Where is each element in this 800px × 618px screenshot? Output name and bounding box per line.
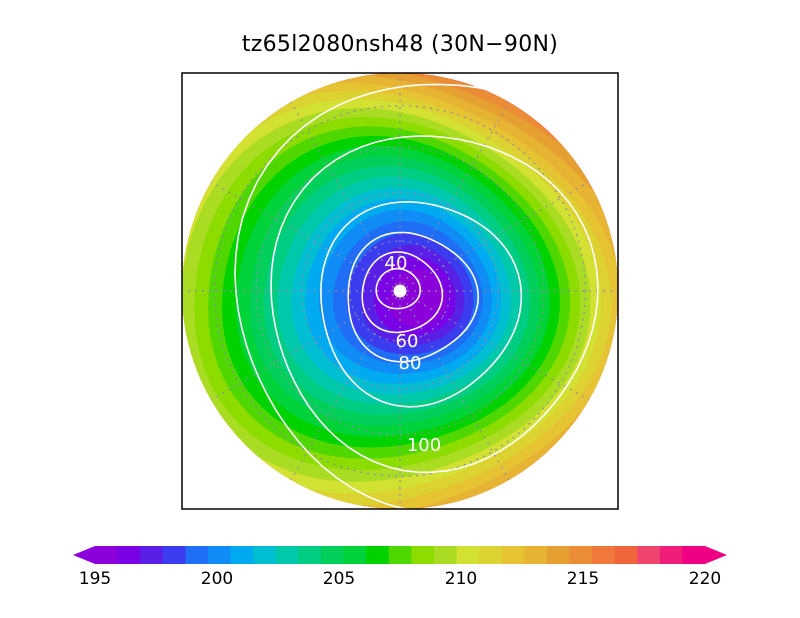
lon-line-7 — [210, 181, 401, 292]
colorbar-tick-200: 200 — [201, 569, 233, 589]
colorbar-swatch-16 — [456, 546, 480, 564]
lon-line-4 — [290, 290, 401, 481]
colorbar-extend-high — [705, 546, 727, 564]
lon-line-2 — [399, 290, 510, 481]
colorbar: 195 200 205 210 215 220 — [73, 546, 727, 589]
colorbar-swatch-11 — [343, 546, 367, 564]
lon-line-11 — [399, 181, 590, 292]
colorbar-swatch-25 — [659, 546, 683, 564]
contour-120 — [234, 83, 618, 509]
colorbar-swatch-21 — [569, 546, 593, 564]
lat-circle-3 — [214, 105, 586, 477]
lon-line-5 — [210, 290, 401, 401]
colorbar-tick-205: 205 — [323, 569, 355, 589]
colorbar-tick-215: 215 — [567, 569, 599, 589]
lon-line-10 — [399, 101, 510, 292]
contour-label-40: 40 — [385, 253, 408, 274]
contour-label-100: 100 — [407, 435, 441, 456]
contour-60 — [347, 231, 480, 363]
colorbar-swatch-6 — [230, 546, 254, 564]
colorbar-swatch-17 — [479, 546, 503, 564]
colorbar-swatch-13 — [388, 546, 412, 564]
colorbar-swatch-2 — [140, 546, 164, 564]
pole-marker — [393, 284, 407, 298]
colorbar-swatch-14 — [411, 546, 435, 564]
colorbar-swatch-10 — [320, 546, 345, 564]
colorbar-swatch-8 — [275, 546, 299, 564]
contour-100 — [270, 135, 599, 474]
colorbar-swatch-4 — [185, 546, 209, 564]
contour-80 — [320, 200, 523, 408]
colorbar-extend-low — [73, 546, 95, 564]
colorbar-swatch-12 — [366, 546, 390, 564]
colorbar-swatch-22 — [592, 546, 616, 564]
colorbar-swatch-26 — [682, 546, 706, 564]
contour-20 — [375, 267, 421, 310]
colorbar-swatch-19 — [524, 546, 548, 564]
colorbar-swatch-5 — [207, 546, 232, 564]
colorbar-swatch-15 — [433, 546, 457, 564]
colorbar-swatch-0 — [95, 546, 119, 564]
chart-title: tz65l2080nsh48 (30N−90N) — [241, 32, 559, 57]
colorbar-swatch-23 — [614, 546, 638, 564]
temperature-field — [182, 73, 618, 509]
colorbar-swatch-20 — [546, 546, 570, 564]
colorbar-tick-210: 210 — [445, 569, 477, 589]
colorbar-swatch-24 — [637, 546, 661, 564]
colorbar-tick-195: 195 — [79, 569, 111, 589]
contour-label-60: 60 — [396, 331, 419, 352]
colorbar-swatch-9 — [298, 546, 322, 564]
contour-40 — [361, 251, 444, 334]
colorbar-swatch-3 — [162, 546, 186, 564]
lon-line-8 — [290, 101, 401, 292]
lat-lon-grid — [182, 73, 618, 509]
contour-label-80: 80 — [399, 353, 422, 374]
colorbar-swatch-7 — [253, 546, 277, 564]
colorbar-swatch-1 — [117, 546, 141, 564]
colorbar-tick-220: 220 — [689, 569, 721, 589]
lon-line-1 — [399, 290, 590, 401]
lat-circle-2 — [255, 146, 545, 436]
colorbar-swatch-18 — [501, 546, 525, 564]
plot-frame — [181, 72, 619, 510]
